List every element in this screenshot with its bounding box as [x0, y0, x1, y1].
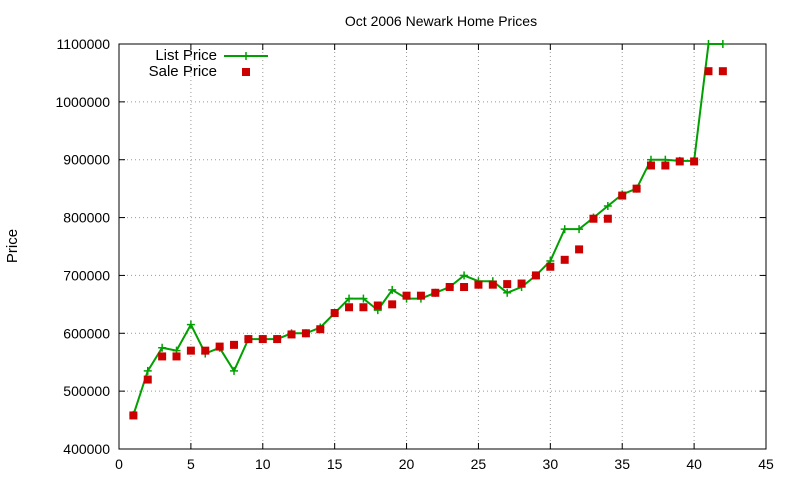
sale-price-point	[460, 283, 469, 291]
sale-price-point	[201, 346, 210, 355]
sale-price-point	[215, 342, 224, 351]
sale-price-point	[517, 279, 526, 288]
y-tick-label: 1000000	[55, 94, 110, 110]
sale-price-point	[589, 214, 598, 223]
sale-price-point	[273, 335, 282, 344]
x-tick-label: 10	[255, 456, 271, 472]
sale-price-point	[143, 375, 152, 384]
list-price-series	[129, 40, 727, 419]
list-price-point	[603, 202, 612, 210]
sale-price-point	[474, 280, 483, 289]
y-tick-label: 800000	[63, 210, 110, 226]
sale-price-point	[690, 157, 699, 166]
list-price-point	[503, 288, 512, 297]
sale-price-point	[675, 157, 684, 166]
sale-price-point	[560, 255, 569, 264]
axis-ticks: 0 5 10 15 20 25 30 35 40 45 400000 500000 600000 7000…	[55, 36, 774, 472]
sale-price-point	[445, 283, 454, 291]
list-price-point	[560, 225, 569, 234]
chart-title: Oct 2006 Newark Home Prices	[345, 13, 537, 29]
list-price-point	[460, 271, 469, 280]
sale-price-point	[546, 262, 555, 271]
sale-price-point	[718, 67, 727, 76]
sale-price-point	[230, 340, 239, 349]
sale-price-point	[575, 245, 584, 254]
sale-price-point	[416, 291, 425, 300]
legend: List Price Sale Price	[149, 47, 268, 80]
list-price-point	[575, 225, 584, 234]
y-tick-label: 1100000	[57, 36, 111, 52]
sale-price-point	[603, 214, 612, 223]
sale-price-point	[503, 280, 512, 289]
sale-price-point	[186, 346, 195, 355]
list-price-point	[186, 320, 195, 329]
sale-price-point	[488, 280, 497, 289]
sale-price-point	[345, 303, 354, 312]
sale-price-point	[618, 191, 627, 200]
list-price-point	[718, 40, 727, 48]
legend-marker-list-price	[242, 52, 250, 60]
sale-price-point	[431, 288, 440, 297]
sale-price-point	[287, 330, 296, 339]
sale-price-point	[158, 352, 167, 361]
y-axis-label: Price	[4, 229, 21, 263]
legend-cross-mark	[242, 52, 250, 60]
y-tick-label: 500000	[63, 383, 110, 399]
legend-label-sale-price: Sale Price	[149, 63, 217, 80]
sale-price-point	[646, 161, 655, 170]
sale-price-point	[704, 67, 713, 76]
x-tick-label: 5	[187, 456, 195, 472]
y-tick-label: 600000	[63, 325, 110, 341]
list-price-point	[388, 285, 397, 294]
sale-price-point	[661, 161, 670, 170]
x-tick-label: 0	[115, 456, 123, 472]
y-tick-label: 700000	[63, 267, 110, 283]
list-price-point	[143, 366, 152, 375]
sale-price-point	[172, 352, 181, 361]
sale-price-point	[402, 291, 411, 300]
sale-price-point	[330, 309, 339, 318]
list-price-point	[345, 294, 354, 303]
x-tick-label: 40	[686, 456, 702, 472]
sale-price-point	[129, 411, 138, 420]
sale-price-point	[258, 335, 267, 344]
x-tick-label: 30	[543, 456, 559, 472]
sale-price-point	[632, 184, 641, 193]
list-price-line	[132, 43, 723, 416]
sale-price-point	[244, 335, 253, 344]
y-tick-label: 900000	[63, 152, 110, 168]
x-tick-label: 35	[614, 456, 630, 472]
x-tick-label: 20	[399, 456, 415, 472]
legend-label-list-price: List Price	[155, 47, 217, 64]
list-price-point	[230, 366, 239, 375]
x-tick-label: 25	[471, 456, 487, 472]
x-tick-label: 45	[758, 456, 774, 472]
x-tick-label: 15	[327, 456, 343, 472]
y-tick-label: 400000	[63, 441, 110, 457]
sale-price-point	[373, 301, 382, 310]
sale-price-point	[316, 325, 325, 334]
sale-price-point	[301, 329, 310, 338]
plot-frame	[118, 43, 767, 450]
list-price-point	[158, 343, 167, 352]
list-price-point	[704, 40, 713, 48]
sale-price-point	[388, 300, 397, 309]
sale-price-series	[129, 67, 727, 420]
legend-marker-sale-price	[242, 68, 250, 76]
sale-price-point	[531, 271, 540, 280]
sale-price-point	[359, 303, 368, 312]
list-price-point	[359, 294, 368, 303]
grid-lines	[119, 44, 766, 449]
